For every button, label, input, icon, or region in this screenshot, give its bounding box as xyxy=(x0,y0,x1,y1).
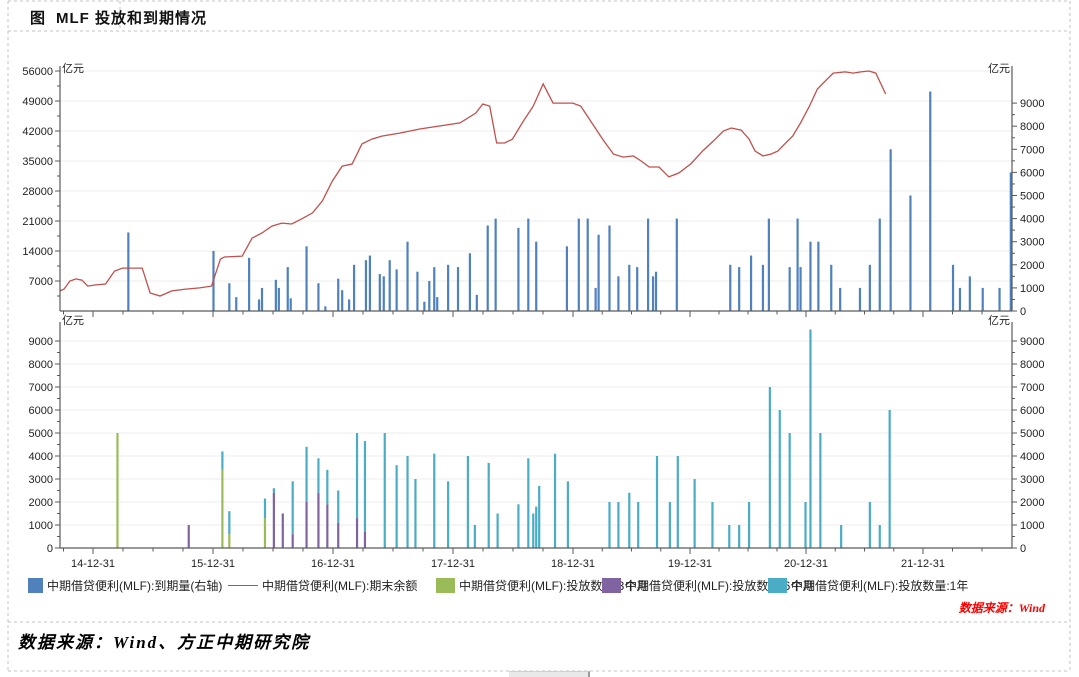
svg-text:17-12-31: 17-12-31 xyxy=(431,558,475,570)
svg-text:4000: 4000 xyxy=(29,451,53,463)
teal-swatch-icon xyxy=(768,577,787,593)
svg-text:5000: 5000 xyxy=(1020,428,1044,440)
legend-item-1y: 中期借贷便利(MLF):投放数量:1年 xyxy=(768,576,968,594)
svg-text:1000: 1000 xyxy=(1020,283,1044,295)
balance-line-group xyxy=(59,70,887,297)
svg-text:7000: 7000 xyxy=(1020,144,1044,156)
svg-text:3000: 3000 xyxy=(1020,474,1044,486)
svg-text:6000: 6000 xyxy=(29,405,53,417)
svg-text:56000: 56000 xyxy=(22,66,53,78)
svg-text:35000: 35000 xyxy=(22,156,53,168)
svg-text:28000: 28000 xyxy=(22,186,53,198)
svg-text:7000: 7000 xyxy=(29,276,53,288)
axes xyxy=(55,66,1017,554)
figure-label: 图 xyxy=(30,10,46,27)
svg-text:1000: 1000 xyxy=(29,520,53,532)
svg-text:8000: 8000 xyxy=(1020,359,1044,371)
axis-tick-labels: 7000 14000 21000 28000 35000 42000 49000 56000 0… xyxy=(22,66,1044,570)
svg-text:8000: 8000 xyxy=(29,359,53,371)
svg-text:亿元: 亿元 xyxy=(988,62,1010,75)
svg-text:亿元: 亿元 xyxy=(62,62,84,75)
legend-label: 中期借贷便利(MLF):投放数量:1年 xyxy=(791,578,969,593)
svg-text:9000: 9000 xyxy=(1020,98,1044,110)
svg-text:1000: 1000 xyxy=(1020,520,1044,532)
svg-text:49000: 49000 xyxy=(22,96,53,108)
svg-text:21-12-31: 21-12-31 xyxy=(901,558,945,570)
svg-text:14-12-31: 14-12-31 xyxy=(71,558,115,570)
legend-label: 中期借贷便利(MLF):到期量(右轴) xyxy=(47,578,223,593)
svg-text:亿元: 亿元 xyxy=(62,314,84,327)
svg-text:0: 0 xyxy=(1020,543,1026,555)
svg-text:18-12-31: 18-12-31 xyxy=(551,558,595,570)
svg-text:7000: 7000 xyxy=(29,382,53,394)
svg-text:14000: 14000 xyxy=(22,246,53,258)
svg-text:4000: 4000 xyxy=(1020,451,1044,463)
svg-text:6000: 6000 xyxy=(1020,167,1044,179)
svg-text:9000: 9000 xyxy=(29,336,53,348)
gridlines xyxy=(60,70,1012,526)
svg-text:亿元: 亿元 xyxy=(988,314,1010,327)
svg-text:5000: 5000 xyxy=(1020,191,1044,203)
table-handle-chip xyxy=(509,671,590,677)
svg-text:2000: 2000 xyxy=(29,497,53,509)
table-dashed-borders xyxy=(7,0,1071,672)
wind-source-note: 数据来源：Wind xyxy=(958,601,1045,615)
svg-text:20-12-31: 20-12-31 xyxy=(784,558,828,570)
data-source-text: 数据来源：Wind、方正中期研究院 xyxy=(18,633,311,652)
legend-item-maturity: 中期借贷便利(MLF):到期量(右轴) xyxy=(28,576,222,594)
svg-text:21000: 21000 xyxy=(22,216,53,228)
svg-text:7000: 7000 xyxy=(1020,382,1044,394)
legend-label: 中期借贷便利(MLF):投放数量:3个月 xyxy=(459,578,649,593)
figure-title-row: 图 MLF 投放和到期情况 xyxy=(0,7,1079,31)
legend-label: 中期借贷便利(MLF):投放数量:6个月 xyxy=(625,578,815,593)
svg-text:3000: 3000 xyxy=(29,474,53,486)
svg-text:6000: 6000 xyxy=(1020,405,1044,417)
page-title: MLF 投放和到期情况 xyxy=(56,10,207,27)
svg-text:19-12-31: 19-12-31 xyxy=(668,558,712,570)
injection-bars xyxy=(116,329,891,548)
legend-item-3m: 中期借贷便利(MLF):投放数量:3个月 xyxy=(436,576,648,594)
purple-swatch-icon xyxy=(602,577,621,593)
legend-item-6m: 中期借贷便利(MLF):投放数量:6个月 xyxy=(602,576,814,594)
svg-text:9000: 9000 xyxy=(1020,336,1044,348)
maturity-bars xyxy=(127,91,1012,311)
legend-label: 中期借贷便利(MLF):期末余额 xyxy=(262,578,418,593)
green-swatch-icon xyxy=(436,577,455,593)
red-line-swatch-icon xyxy=(228,584,258,586)
svg-text:16-12-31: 16-12-31 xyxy=(311,558,355,570)
svg-text:8000: 8000 xyxy=(1020,121,1044,133)
blue-swatch-icon xyxy=(28,577,43,593)
svg-text:15-12-31: 15-12-31 xyxy=(191,558,235,570)
svg-text:4000: 4000 xyxy=(1020,214,1044,226)
svg-text:5000: 5000 xyxy=(29,428,53,440)
svg-text:0: 0 xyxy=(47,543,53,555)
svg-text:3000: 3000 xyxy=(1020,237,1044,249)
legend-item-balance: 中期借贷便利(MLF):期末余额 xyxy=(228,576,417,594)
svg-text:42000: 42000 xyxy=(22,126,53,138)
svg-text:0: 0 xyxy=(1020,306,1026,318)
svg-text:2000: 2000 xyxy=(1020,260,1044,272)
svg-text:2000: 2000 xyxy=(1020,497,1044,509)
chart-legend: 中期借贷便利(MLF):到期量(右轴) 中期借贷便利(MLF):期末余额 中期借… xyxy=(0,576,1079,597)
balance-line xyxy=(59,70,887,297)
